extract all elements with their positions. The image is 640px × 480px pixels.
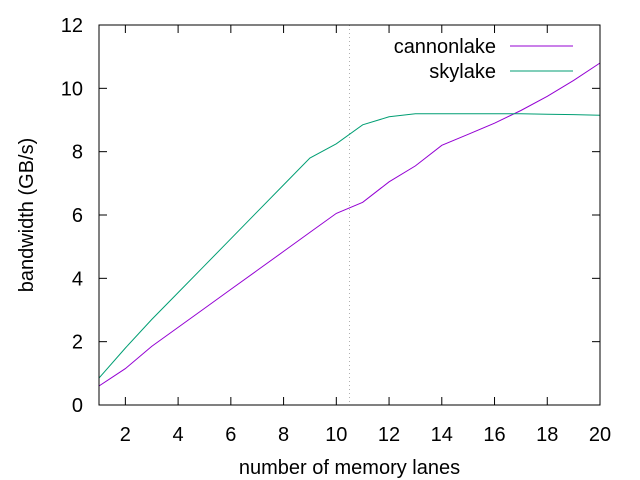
x-tick-label: 16 [483,424,505,446]
axis-ticks: 2 4 6 8 10 12 14 16 18 20 0 2 4 6 8 10 12 [61,15,611,446]
x-tick-label: 18 [536,424,558,446]
x-tick-label: 10 [325,424,347,446]
y-tick-label: 10 [61,78,83,100]
x-tick-label: 12 [378,424,400,446]
y-tick-label: 6 [72,205,83,227]
y-tick-label: 8 [72,142,83,164]
series-line-skylake [98,113,601,379]
y-axis-title: bandwidth (GB/s) [16,138,38,293]
x-tick-label: 8 [278,424,289,446]
y-tick-label: 0 [72,395,83,417]
series-line-cannonlake [98,62,601,387]
x-tick-label: 4 [173,424,184,446]
legend-label-cannonlake: cannonlake [394,36,496,58]
x-axis-title: number of memory lanes [239,457,460,479]
x-tick-label: 14 [431,424,453,446]
legend-label-skylake: skylake [429,61,496,83]
x-tick-label: 2 [120,424,131,446]
series-layer [98,62,601,387]
x-tick-label: 20 [589,424,611,446]
x-tick-label: 6 [225,424,236,446]
y-tick-label: 2 [72,332,83,354]
legend: cannonlake skylake [394,36,573,83]
y-tick-label: 4 [72,268,83,290]
y-tick-label: 12 [61,15,83,37]
